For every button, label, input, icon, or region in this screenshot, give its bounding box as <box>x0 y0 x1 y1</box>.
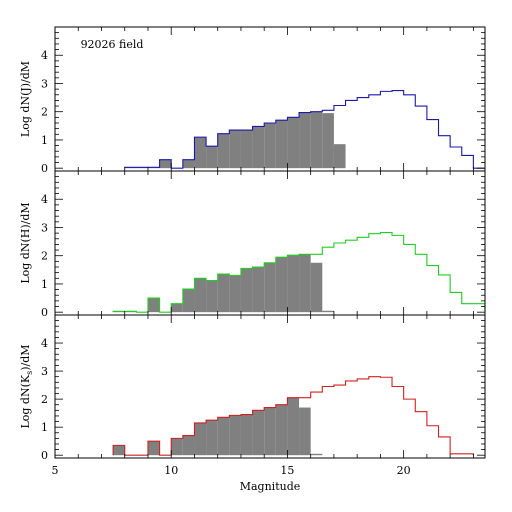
panel-3-filled-bar-6 <box>182 435 195 456</box>
panel-3-filled-bar-5 <box>171 438 183 456</box>
panel-1-ylabel: Log dN(J)/dM <box>19 61 32 137</box>
panel-2-filled-bar-17 <box>310 262 323 313</box>
panel-3-filled-bar-3 <box>147 441 160 456</box>
panel-2-filled-bar-6 <box>182 289 195 313</box>
panel-3-filled-bar-8 <box>206 420 218 456</box>
panel-2-ytick-label: 4 <box>41 193 48 206</box>
panel-2-filled-bar-8 <box>206 280 218 313</box>
panel-3-ytick-label: 0 <box>41 449 48 462</box>
panel-1-annotation: 92026 field <box>81 38 144 51</box>
panel-2-ytick-label: 0 <box>41 306 48 319</box>
panel-1-filled-bar-3 <box>159 159 172 169</box>
panel-2-filled-bar-11 <box>240 268 253 313</box>
panel-1-ytick-label: 4 <box>41 49 48 62</box>
panel-3-ytick-label: 3 <box>41 365 48 378</box>
panel-3-ylabel: Log dN(Ks)/dM <box>19 344 34 428</box>
panel-2-filled-bar-12 <box>252 267 265 313</box>
panel-1-filled-bar-15 <box>299 112 311 169</box>
panel-1-ytick-label: 3 <box>41 77 48 90</box>
panel-1-ytick-label: 0 <box>41 162 48 175</box>
panel-3-filled-bar-7 <box>194 422 207 456</box>
panel-3-filled-bar-10 <box>229 415 241 456</box>
panel-1-filled-bar-6 <box>194 137 207 169</box>
panel-1-ytick-label: 1 <box>41 134 48 147</box>
panel-2-outline-histogram <box>112 232 486 313</box>
panel-3-filled-bar-16 <box>299 407 311 456</box>
panel-3-filled-bar-14 <box>275 404 288 456</box>
panel-3-ytick-label: 1 <box>41 421 48 434</box>
panel-2-filled-bar-18 <box>322 310 334 313</box>
panel-2-ylabel: Log dN(H)/dM <box>19 202 32 283</box>
panel-2-ytick-label: 2 <box>41 250 48 263</box>
panel-3-outline-histogram <box>112 376 474 456</box>
panel-3-frame <box>54 314 486 459</box>
panel-2-filled-bar-9 <box>217 274 230 313</box>
panel-2-filled-bar-10 <box>229 275 241 313</box>
panel-1-filled-bar-16 <box>310 111 323 169</box>
panel-2-filled-bar-16 <box>299 254 311 313</box>
panel-1-ytick-label: 2 <box>41 106 48 119</box>
panel-3-ytick-label: 2 <box>41 393 48 406</box>
panel-2-ytick-label: 3 <box>41 221 48 234</box>
panel-1-filled-bar-17 <box>322 113 334 169</box>
panel-3-xtick-label: 15 <box>280 464 294 477</box>
panel-3-filled-bar-0 <box>113 445 125 456</box>
panel-3-filled-bar-11 <box>240 414 253 456</box>
panel-2-filled-bar-14 <box>275 257 288 313</box>
panel-1-filled-bar-8 <box>217 133 230 169</box>
panel-2-filled-bar-3 <box>147 298 160 313</box>
panel-2-filled-bar-7 <box>194 278 207 313</box>
panel-1-filled-bar-9 <box>229 130 241 169</box>
panel-3-filled-bar-15 <box>287 397 300 456</box>
panel-2-ytick-label: 1 <box>41 278 48 291</box>
panel-1-filled-bar-11 <box>252 126 265 169</box>
panel-3-xtick-label: 20 <box>397 464 411 477</box>
panel-2-filled-bar-5 <box>171 303 183 313</box>
panel-3-filled-bar-17 <box>310 453 323 456</box>
panel-1-outline-histogram <box>124 89 485 169</box>
panel-2-filled-bar-13 <box>264 262 276 313</box>
panel-3-xtick-label: 10 <box>164 464 178 477</box>
panel-3-xtick-label: 5 <box>52 464 59 477</box>
panel-1-filled-bar-13 <box>275 120 288 169</box>
panel-3-filled-bar-13 <box>264 407 276 456</box>
panel-3-filled-bar-12 <box>252 410 265 456</box>
panel-1-filled-bar-18 <box>333 144 346 169</box>
panel-1-filled-bar-12 <box>264 123 276 169</box>
panel-3-filled-bar-9 <box>217 417 230 456</box>
x-axis-label: Magnitude <box>240 480 301 493</box>
panel-1-filled-bar-10 <box>240 130 253 169</box>
panel-2-filled-bar-15 <box>287 255 300 313</box>
panel-1-filled-bar-14 <box>287 117 300 169</box>
panel-1-filled-bar-5 <box>182 159 195 169</box>
panel-1-filled-bar-7 <box>206 146 218 169</box>
panel-3-ytick-label: 4 <box>41 337 48 350</box>
